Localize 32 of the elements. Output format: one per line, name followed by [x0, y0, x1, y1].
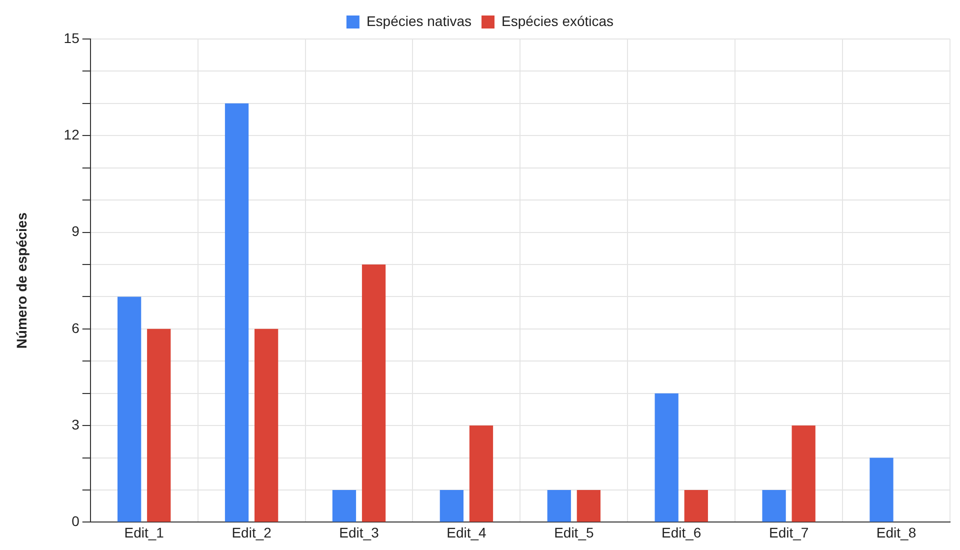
x-tick-label: Edit_2: [232, 524, 272, 540]
bar: [362, 264, 386, 522]
bar: [469, 426, 494, 522]
bar: [792, 426, 816, 522]
x-tick-label: Edit_5: [554, 524, 594, 540]
bar: [576, 490, 601, 522]
legend-label: Espécies exóticas: [502, 12, 614, 29]
y-tick-label: 3: [72, 416, 80, 432]
y-tick-label: 15: [64, 30, 80, 46]
bar: [547, 490, 571, 522]
bar: [654, 393, 678, 522]
x-tick-label: Edit_4: [446, 524, 487, 540]
x-tick-label: Edit_1: [124, 524, 164, 540]
x-tick-label: Edit_3: [339, 524, 380, 540]
bar: [254, 328, 278, 522]
y-tick-label: 12: [64, 126, 80, 142]
bar: [147, 328, 171, 522]
y-axis-title: Número de espécies: [13, 212, 30, 349]
x-tick-label: Edit_7: [768, 524, 809, 540]
x-tick-label: Edit_8: [876, 524, 916, 540]
bar: [440, 490, 464, 522]
bar: [870, 458, 894, 522]
bar: [684, 490, 708, 522]
y-tick-label: 9: [72, 223, 80, 240]
bar: [224, 103, 249, 522]
bar: [762, 490, 786, 522]
legend-label: Espécies nativas: [366, 12, 472, 29]
y-tick-label: 0: [72, 513, 80, 530]
bar: [332, 490, 356, 522]
y-tick-label: 6: [72, 320, 80, 336]
bar: [118, 296, 142, 522]
x-tick-label: Edit_6: [662, 524, 702, 540]
